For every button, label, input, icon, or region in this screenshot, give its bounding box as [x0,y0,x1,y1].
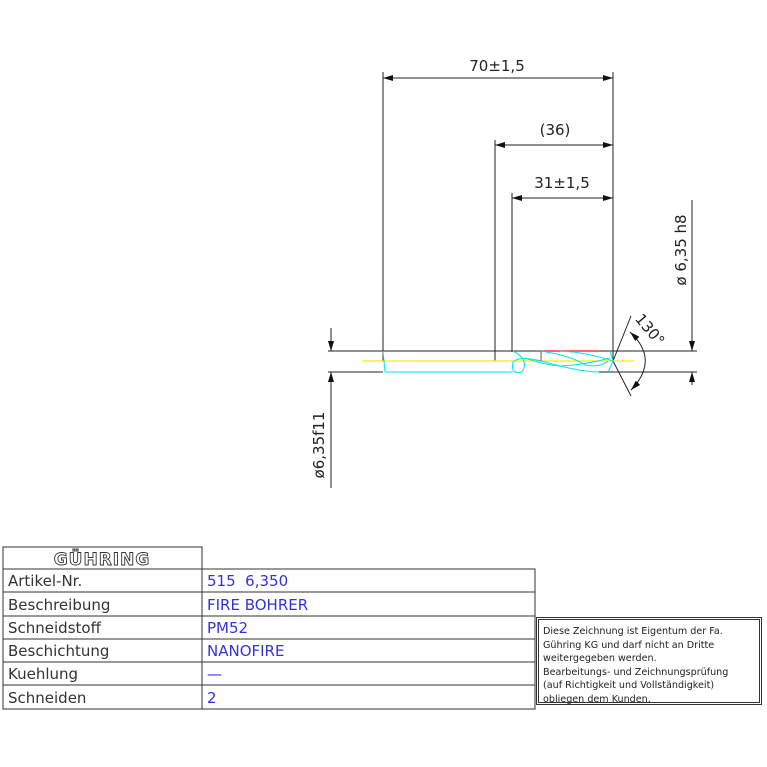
value-artikel-nr: 515 6,350 [207,572,288,590]
label-beschichtung: Beschichtung [8,642,109,660]
title-block-grid [2,546,536,710]
flute-geometry [382,350,614,373]
dim-flute-length: 31±1,5 [534,174,590,192]
value-beschichtung: NANOFIRE [207,642,284,660]
label-beschreibung: Beschreibung [8,596,110,614]
label-schneidstoff: Schneidstoff [8,619,102,637]
value-schneidstoff: PM52 [207,619,248,637]
guehring-logo: GÜHRING [54,548,151,570]
value-beschreibung: FIRE BOHRER [207,596,308,614]
disclaimer-box: Diese Zeichnung ist Eigentum der Fa. Güh… [536,617,762,705]
value-schneiden: 2 [207,689,217,707]
value-kuehlung: — [207,665,222,683]
dim-shank-ref: (36) [540,121,571,139]
label-kuehlung: Kuehlung [8,665,78,683]
angle-leg [612,315,632,362]
dim-overall-length: 70±1,5 [469,57,525,75]
dim-point-angle: 130° [631,310,668,349]
label-artikel-nr: Artikel-Nr. [8,572,82,590]
angle-leg [612,360,632,397]
dim-diameter-left: ø6,35f11 [310,412,328,479]
label-schneiden: Schneiden [8,689,86,707]
dim-diameter-right: ø 6,35 h8 [672,214,690,285]
angle-arc [629,331,646,391]
